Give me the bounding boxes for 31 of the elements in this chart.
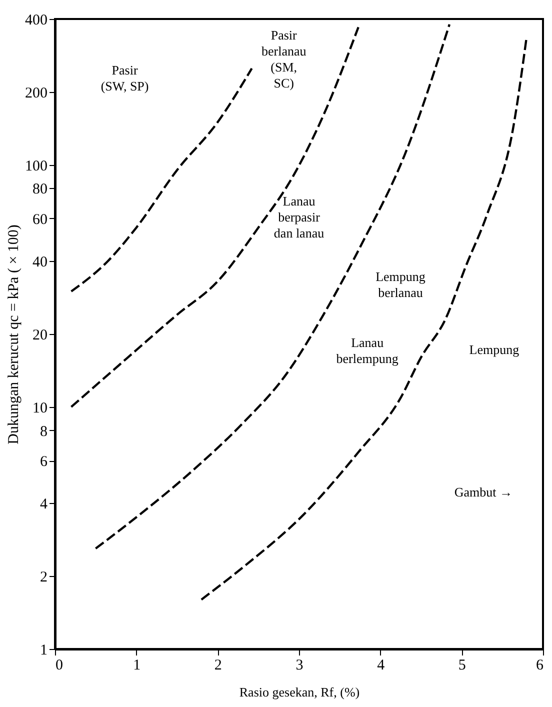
y-tick-label: 400 <box>25 12 48 28</box>
annotation: Lempung berlanau <box>376 269 426 300</box>
annotation: Pasir berlanau (SM, SC) <box>261 28 307 91</box>
x-tick-label: 1 <box>133 658 141 674</box>
y-tick-label: 10 <box>32 400 48 416</box>
line-series <box>70 67 253 292</box>
y-tick-label: 2 <box>40 570 48 586</box>
x-tick-label: 3 <box>296 658 304 674</box>
y-tick-label: 8 <box>40 424 48 440</box>
line-series <box>94 23 451 550</box>
x-tick-label: 2 <box>214 658 222 674</box>
x-axis-title: Rasio gesekan, Rf, (%) <box>239 684 360 700</box>
x-tick-label: 6 <box>536 658 544 674</box>
y-tick-label: 6 <box>40 454 48 470</box>
y-tick-label: 4 <box>40 496 48 513</box>
y-tick-label: 80 <box>32 182 48 198</box>
y-tick-label: 200 <box>25 85 48 102</box>
y-tick-label: 60 <box>32 212 48 228</box>
annotation: Lempung <box>469 342 520 358</box>
x-tick-label: 5 <box>458 658 466 674</box>
annotation: Pasir (SW, SP) <box>100 62 149 94</box>
annotation: Lanau berlempung <box>336 335 399 366</box>
y-tick-label: 1 <box>40 642 48 658</box>
x-tick-label: 4 <box>377 658 386 674</box>
y-tick-label: 40 <box>32 254 48 271</box>
y-tick-label: 20 <box>32 328 48 344</box>
annotation: Gambut → <box>454 484 513 500</box>
y-tick-label: 100 <box>25 158 48 174</box>
y-axis-title: Dukungan kerucut qc = kPa ( × 100) <box>6 224 22 444</box>
annotation: Lanau berpasir dan lanau <box>274 193 325 240</box>
x-tick-label: 0 <box>56 658 63 674</box>
